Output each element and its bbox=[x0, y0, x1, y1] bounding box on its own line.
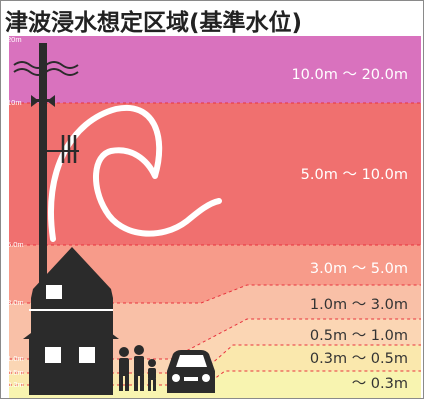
y-tick-label: 20m bbox=[7, 35, 22, 44]
y-tick-label: 0.3m bbox=[7, 380, 24, 389]
zone-label: 0.3m ～ 0.5m bbox=[310, 351, 408, 367]
houses-illustration bbox=[23, 247, 119, 395]
car-illustration bbox=[167, 350, 215, 393]
diagram-title: 津波浸水想定区域(基準水位) bbox=[5, 10, 303, 36]
utility-pole-illustration bbox=[13, 43, 79, 393]
y-tick-label: 10m bbox=[7, 98, 22, 107]
zone-label: 3.0m ～ 5.0m bbox=[310, 261, 408, 277]
y-tick-label: 3.0m bbox=[7, 298, 24, 307]
zone-band-10-20 bbox=[9, 36, 421, 103]
zone-band-5-10 bbox=[9, 103, 421, 245]
zone-label: 5.0m ～ 10.0m bbox=[301, 167, 408, 183]
tsunami-wave-illustration bbox=[47, 104, 222, 242]
y-tick-label: 1.0m bbox=[7, 354, 24, 363]
y-tick-label: 0.5m bbox=[7, 368, 24, 377]
zone-label: 10.0m ～ 20.0m bbox=[291, 67, 408, 83]
zone-label: 1.0m ～ 3.0m bbox=[310, 297, 408, 313]
zone-label: 0.5m ～ 1.0m bbox=[310, 328, 408, 344]
family-illustration bbox=[119, 345, 156, 391]
y-tick-label: 5.0m bbox=[7, 240, 24, 249]
zone-label: ～ 0.3m bbox=[352, 376, 408, 392]
